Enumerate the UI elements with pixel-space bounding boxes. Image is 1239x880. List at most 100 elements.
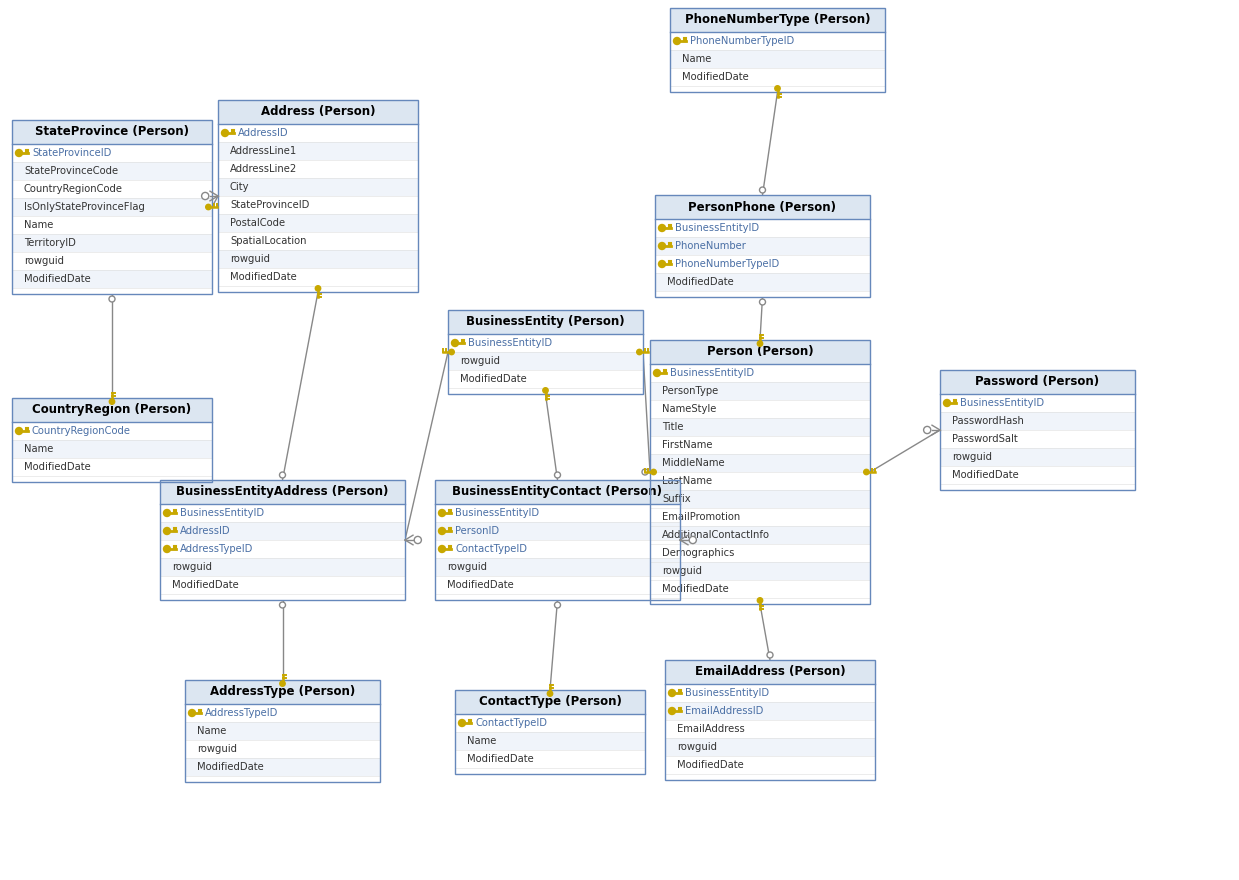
Bar bbox=[650, 490, 870, 508]
Bar bbox=[218, 100, 418, 124]
Text: rowguid: rowguid bbox=[172, 562, 212, 572]
Bar bbox=[670, 50, 885, 68]
Bar bbox=[185, 680, 380, 704]
Text: PhoneNumberType (Person): PhoneNumberType (Person) bbox=[685, 13, 870, 26]
Circle shape bbox=[548, 691, 553, 696]
Text: rowguid: rowguid bbox=[447, 562, 487, 572]
Bar bbox=[650, 340, 870, 364]
Text: Password (Person): Password (Person) bbox=[975, 376, 1099, 388]
Bar bbox=[449, 310, 643, 334]
Bar bbox=[650, 526, 870, 544]
Bar bbox=[160, 504, 405, 522]
Bar bbox=[160, 480, 405, 600]
Circle shape bbox=[109, 296, 115, 302]
Text: StateProvinceID: StateProvinceID bbox=[32, 148, 112, 158]
Text: ModifiedDate: ModifiedDate bbox=[667, 277, 733, 287]
Bar bbox=[670, 32, 885, 50]
Bar bbox=[435, 540, 680, 558]
Bar bbox=[670, 32, 885, 92]
Text: AddressID: AddressID bbox=[180, 526, 230, 536]
Text: BusinessEntityID: BusinessEntityID bbox=[455, 508, 539, 518]
Bar bbox=[455, 732, 646, 750]
Circle shape bbox=[414, 537, 421, 544]
Text: rowguid: rowguid bbox=[24, 256, 64, 266]
Bar bbox=[449, 352, 643, 370]
Bar bbox=[665, 720, 875, 738]
Text: AddressLine2: AddressLine2 bbox=[230, 164, 297, 174]
Bar bbox=[185, 722, 380, 740]
Text: AddressID: AddressID bbox=[238, 128, 289, 138]
Bar bbox=[940, 412, 1135, 430]
Circle shape bbox=[188, 709, 196, 716]
Text: BusinessEntityID: BusinessEntityID bbox=[670, 368, 755, 378]
Circle shape bbox=[280, 681, 285, 686]
Bar bbox=[455, 750, 646, 768]
Text: PersonType: PersonType bbox=[662, 386, 719, 396]
Bar bbox=[435, 522, 680, 540]
Bar bbox=[655, 273, 870, 291]
Text: EmailAddress: EmailAddress bbox=[676, 724, 745, 734]
Bar bbox=[665, 738, 875, 756]
Bar bbox=[160, 558, 405, 576]
Bar bbox=[218, 178, 418, 196]
Text: Demographics: Demographics bbox=[662, 548, 735, 558]
Bar bbox=[12, 162, 212, 180]
Bar bbox=[435, 504, 680, 600]
Text: ModifiedDate: ModifiedDate bbox=[681, 72, 748, 82]
Text: ModifiedDate: ModifiedDate bbox=[197, 762, 264, 772]
Text: rowguid: rowguid bbox=[197, 744, 237, 754]
Circle shape bbox=[658, 260, 665, 268]
Text: Title: Title bbox=[662, 422, 684, 432]
Bar bbox=[655, 237, 870, 255]
Bar bbox=[650, 472, 870, 490]
Bar bbox=[12, 422, 212, 482]
Circle shape bbox=[16, 150, 22, 157]
Text: EmailAddress (Person): EmailAddress (Person) bbox=[695, 665, 845, 678]
Circle shape bbox=[658, 243, 665, 250]
Bar bbox=[455, 690, 646, 774]
Bar bbox=[218, 124, 418, 142]
Bar bbox=[940, 430, 1135, 448]
Text: CountryRegionCode: CountryRegionCode bbox=[32, 426, 131, 436]
Bar bbox=[650, 400, 870, 418]
Text: EmailPromotion: EmailPromotion bbox=[662, 512, 740, 522]
Text: ContactType (Person): ContactType (Person) bbox=[478, 695, 622, 708]
Bar bbox=[655, 219, 870, 297]
Text: Person (Person): Person (Person) bbox=[706, 346, 813, 358]
Bar bbox=[650, 364, 870, 382]
Circle shape bbox=[555, 472, 560, 478]
Bar bbox=[650, 364, 870, 604]
Bar bbox=[435, 558, 680, 576]
Bar bbox=[435, 504, 680, 522]
Circle shape bbox=[202, 193, 209, 200]
Text: SpatialLocation: SpatialLocation bbox=[230, 236, 306, 246]
Circle shape bbox=[164, 546, 171, 553]
Text: StateProvinceCode: StateProvinceCode bbox=[24, 166, 118, 176]
Bar bbox=[12, 120, 212, 144]
Text: BusinessEntityContact (Person): BusinessEntityContact (Person) bbox=[452, 486, 663, 498]
Bar bbox=[650, 544, 870, 562]
Bar bbox=[655, 195, 870, 297]
Bar bbox=[650, 382, 870, 400]
Text: PhoneNumberTypeID: PhoneNumberTypeID bbox=[675, 259, 779, 269]
Text: IsOnlyStateProvinceFlag: IsOnlyStateProvinceFlag bbox=[24, 202, 145, 212]
Bar bbox=[670, 8, 885, 92]
Bar bbox=[160, 540, 405, 558]
Text: NameStyle: NameStyle bbox=[662, 404, 716, 414]
Text: BusinessEntityID: BusinessEntityID bbox=[180, 508, 264, 518]
Bar bbox=[455, 714, 646, 774]
Bar bbox=[12, 120, 212, 294]
Text: BusinessEntityID: BusinessEntityID bbox=[675, 223, 760, 233]
Circle shape bbox=[439, 546, 446, 553]
Text: MiddleName: MiddleName bbox=[662, 458, 725, 468]
Circle shape bbox=[674, 38, 680, 45]
Bar bbox=[449, 334, 643, 394]
Bar bbox=[160, 480, 405, 504]
Bar bbox=[665, 660, 875, 780]
Circle shape bbox=[642, 469, 648, 475]
Bar bbox=[160, 576, 405, 594]
Bar bbox=[218, 196, 418, 214]
Circle shape bbox=[449, 349, 455, 355]
Text: PersonPhone (Person): PersonPhone (Person) bbox=[689, 201, 836, 214]
Bar bbox=[185, 704, 380, 722]
